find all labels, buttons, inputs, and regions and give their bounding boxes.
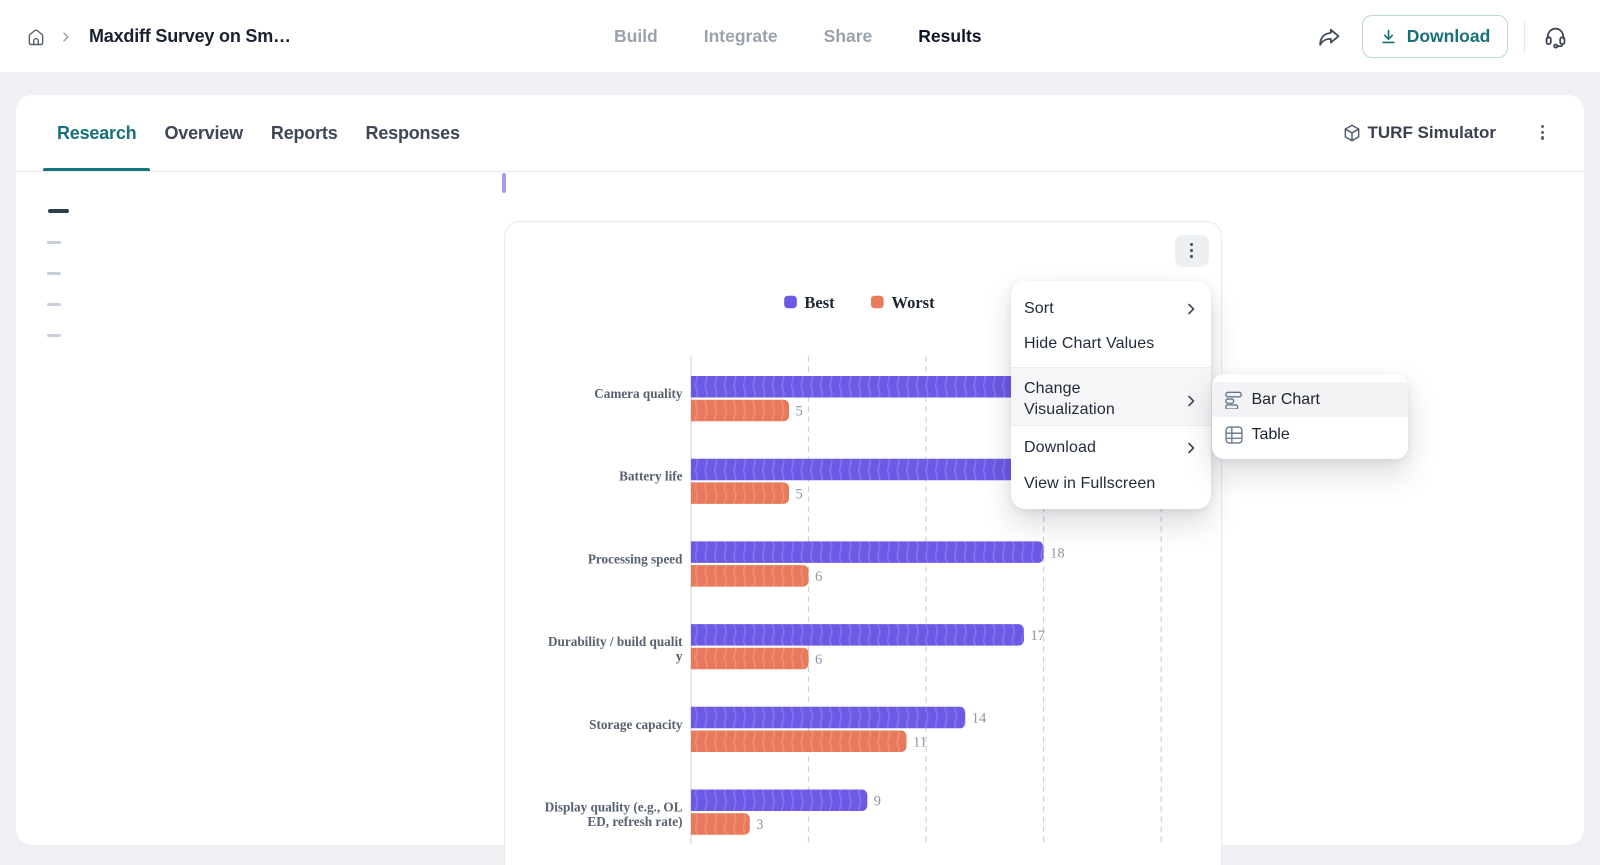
svg-text:Worst: Worst bbox=[891, 292, 935, 311]
svg-text:3: 3 bbox=[756, 817, 763, 833]
svg-text:Best: Best bbox=[804, 292, 835, 311]
svg-text:Battery life: Battery life bbox=[619, 468, 682, 483]
svg-text:Display quality (e.g., OL: Display quality (e.g., OL bbox=[544, 799, 682, 814]
svg-text:5: 5 bbox=[795, 486, 802, 502]
svg-text:6: 6 bbox=[815, 569, 822, 585]
svg-text:9: 9 bbox=[873, 793, 880, 809]
svg-text:ED, refresh rate): ED, refresh rate) bbox=[587, 814, 682, 829]
svg-text:Storage capacity: Storage capacity bbox=[589, 716, 683, 731]
svg-text:Processing speed: Processing speed bbox=[587, 551, 682, 566]
svg-text:5: 5 bbox=[795, 403, 802, 419]
svg-text:14: 14 bbox=[971, 710, 986, 726]
svg-text:11: 11 bbox=[913, 734, 927, 750]
svg-text:y: y bbox=[675, 648, 682, 663]
svg-text:Durability / build qualit: Durability / build qualit bbox=[548, 634, 683, 649]
svg-text:6: 6 bbox=[815, 651, 822, 667]
svg-text:18: 18 bbox=[1050, 545, 1065, 561]
svg-text:17: 17 bbox=[1030, 628, 1045, 644]
svg-text:Camera quality: Camera quality bbox=[594, 386, 683, 401]
